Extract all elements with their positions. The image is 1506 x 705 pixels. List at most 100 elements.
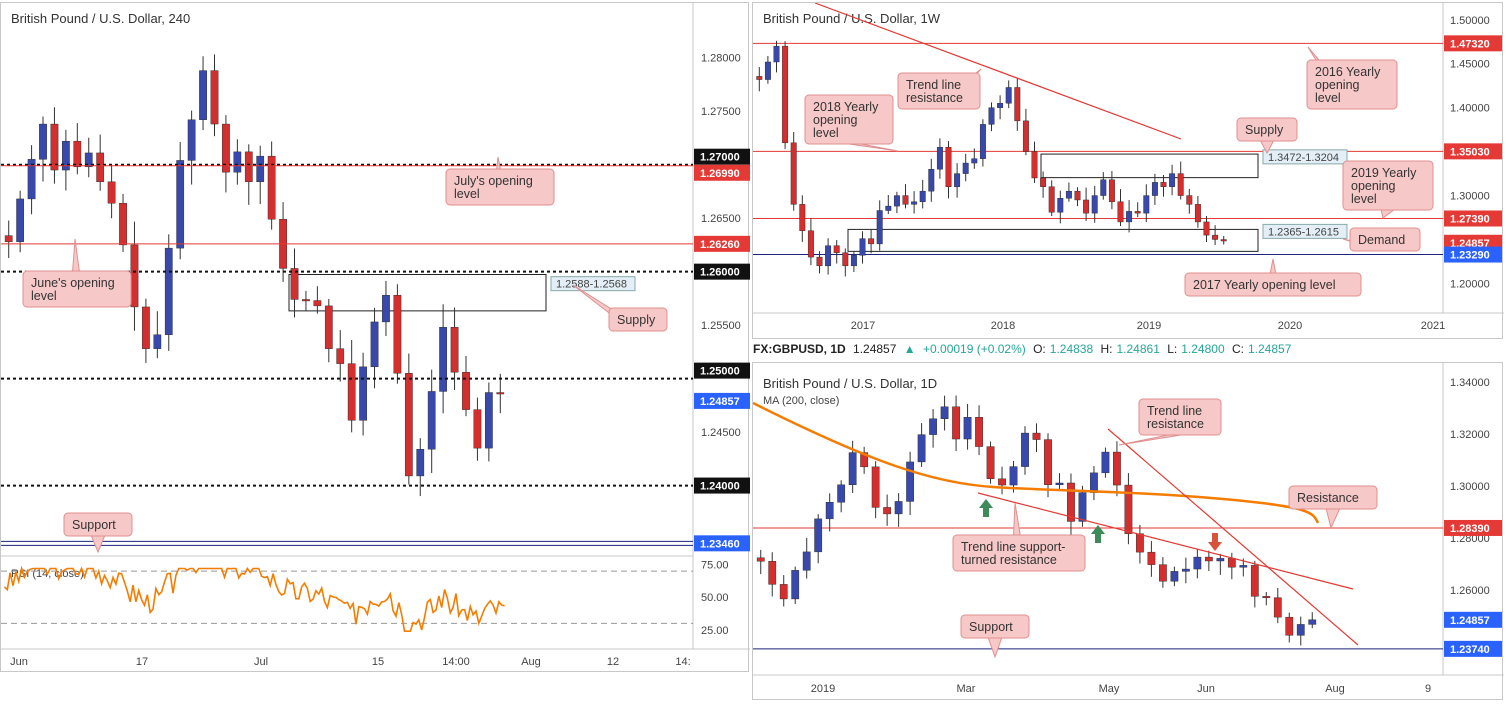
candle (963, 417, 972, 440)
yearly-2016-note-text: opening (1315, 78, 1360, 92)
candle (39, 123, 47, 160)
price-level-tag-label: 1.23740 (1450, 644, 1490, 656)
price-tick-label: 1.30000 (1450, 481, 1490, 493)
candle (979, 124, 986, 159)
time-tick-label: 14: (675, 656, 690, 668)
price-tick-label: 1.24500 (701, 427, 741, 439)
trend-line-note-box (897, 72, 981, 110)
price-level-tag-label: 1.25000 (700, 366, 740, 378)
price-tick-label: 1.32000 (1450, 429, 1490, 441)
time-tick-label: 17 (136, 656, 148, 668)
yearly-2018-note-text: 2018 Yearly (813, 100, 879, 114)
candle (998, 478, 1006, 486)
demand-note-text: Demand (1358, 233, 1405, 247)
candle (1170, 571, 1179, 582)
time-tick-label: 12 (607, 656, 619, 668)
candle (791, 570, 800, 600)
resistance-note-text: Resistance (1297, 491, 1359, 505)
gbpusd-daily-chart[interactable]: British Pound / U.S. Dollar, 1D MA (200, … (753, 363, 1504, 701)
candle (1177, 173, 1184, 196)
candle (1108, 179, 1115, 202)
time-tick-label: Jun (10, 656, 28, 668)
candle (1065, 190, 1072, 199)
ma-legend-label: MA (200, close) (763, 395, 839, 407)
yearly-2018-note-text: opening (813, 113, 858, 127)
gbpusd-240-chart[interactable]: British Pound / U.S. Dollar, 240 1.28000 1… (1, 3, 750, 673)
candle (833, 245, 840, 253)
price-level-tag-label: 1.26260 (700, 239, 740, 251)
candle (802, 551, 811, 571)
yearly-2019-note-box (1342, 160, 1434, 211)
time-tick-label: Jun (1197, 683, 1215, 695)
candle (825, 245, 832, 267)
demand-note-box (1349, 227, 1421, 252)
supply-note-text: Supply (1245, 123, 1284, 137)
candle (1022, 120, 1029, 152)
candle (1091, 195, 1098, 214)
price-tick-label: 1.26500 (701, 213, 741, 225)
trend-line-resistance (1107, 428, 1359, 646)
candle (382, 294, 390, 323)
candle (1083, 199, 1090, 214)
trend-support-note-box (952, 534, 1086, 572)
green-up-arrow-icon (979, 499, 993, 517)
price-tick-label: 1.20000 (1450, 278, 1490, 290)
candle (779, 584, 788, 600)
chart-title: British Pound / U.S. Dollar, 1W (763, 11, 941, 26)
time-tick-label: Aug (521, 656, 541, 668)
trend-support-note-text: turned resistance (961, 553, 1057, 567)
gbpusd-weekly-chart[interactable]: British Pound / U.S. Dollar, 1W 1.50000 1.… (753, 3, 1504, 340)
candle (370, 321, 379, 368)
candle (324, 305, 333, 349)
candle (911, 201, 918, 205)
candle (1067, 482, 1075, 522)
gbpusd-weekly-panel[interactable]: British Pound / U.S. Dollar, 1W 1.50000 1.… (752, 2, 1504, 340)
support-note-pointer (90, 534, 106, 554)
candle (894, 501, 903, 515)
price-level-tag (694, 535, 750, 552)
gbpusd-daily-panel[interactable]: British Pound / U.S. Dollar, 1D MA (200, … (752, 362, 1504, 701)
candle (1181, 568, 1190, 572)
price-tick-label: 1.26000 (1450, 585, 1490, 597)
candle (462, 371, 470, 410)
open-label: O: (1033, 342, 1046, 356)
candle (816, 256, 823, 267)
candle (1040, 177, 1047, 187)
trend-line-note-text: Trend line (1147, 404, 1202, 418)
yearly-2019-note-text: 2019 Yearly (1351, 166, 1417, 180)
green-up-arrow-icon (1091, 525, 1105, 543)
supply-zone-label: 1.3472-1.3204 (1268, 152, 1339, 164)
price-tick-label: 1.25500 (701, 320, 741, 332)
candle (871, 466, 880, 508)
candle (119, 202, 127, 246)
time-tick-label: 2017 (851, 320, 875, 332)
time-tick-label: May (1099, 683, 1120, 695)
candle (1014, 87, 1021, 122)
price-level-tag (1444, 246, 1502, 263)
candle (1159, 564, 1167, 582)
supply-zone-label-bg (550, 276, 636, 292)
candle (790, 142, 797, 205)
time-tick-label: Mar (957, 683, 976, 695)
candle (1143, 195, 1150, 214)
candle (848, 452, 857, 485)
candle (484, 392, 493, 449)
candle (256, 155, 265, 183)
gbpusd-240-panel[interactable]: British Pound / U.S. Dollar, 240 1.28000 1… (0, 2, 750, 673)
candle (929, 418, 937, 435)
candle (1117, 201, 1124, 223)
supply-zone (1040, 153, 1259, 179)
candle (928, 168, 935, 192)
time-tick-label: 2018 (991, 320, 1015, 332)
trend-support-note-text: Trend line support- (961, 540, 1065, 554)
price-level-tag (694, 164, 750, 181)
candle (1227, 558, 1236, 568)
candle (50, 123, 59, 171)
candle (199, 70, 207, 120)
candle (1136, 533, 1144, 553)
candle (222, 123, 230, 173)
trend-line-support-turned-resistance (977, 492, 1354, 590)
candle (1203, 221, 1210, 236)
junes-opening-note-text: June's opening (31, 276, 115, 290)
supply-note-box (608, 307, 668, 332)
